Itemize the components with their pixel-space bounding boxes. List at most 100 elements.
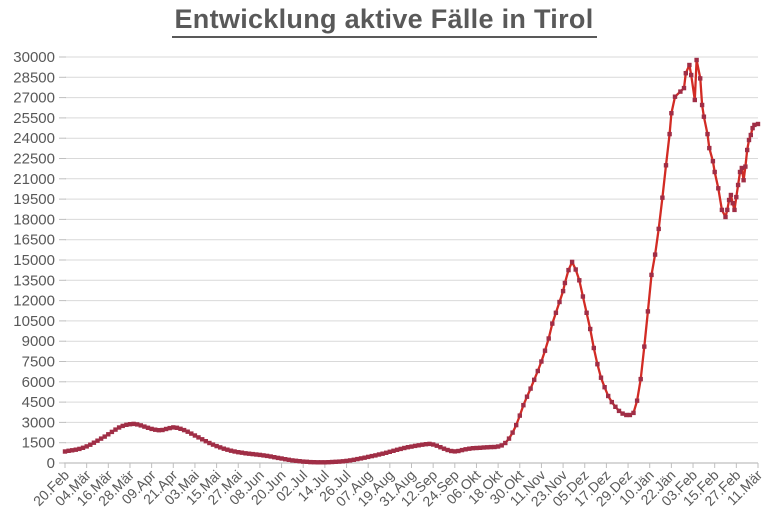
- series-marker: [755, 121, 761, 127]
- series-marker: [716, 186, 721, 191]
- series-marker: [261, 453, 266, 458]
- series-marker: [160, 427, 165, 433]
- series-marker: [431, 442, 436, 447]
- series-marker: [730, 201, 735, 206]
- series-marker: [692, 97, 697, 103]
- series-marker: [701, 114, 707, 119]
- series-marker: [174, 425, 180, 430]
- series-marker: [145, 425, 151, 430]
- series-marker: [196, 435, 201, 440]
- series-marker: [304, 459, 309, 464]
- series-marker: [257, 452, 263, 458]
- series-marker: [719, 207, 725, 213]
- series-marker: [467, 446, 472, 451]
- series-marker: [663, 163, 669, 168]
- series-marker: [566, 267, 571, 273]
- series-marker: [694, 57, 699, 63]
- series-marker: [588, 326, 593, 332]
- series-marker: [185, 429, 190, 434]
- series-marker: [286, 457, 291, 462]
- series-marker: [456, 448, 461, 454]
- series-marker: [449, 448, 454, 454]
- y-tick-label: 27000: [13, 90, 55, 107]
- series-marker: [70, 448, 75, 453]
- series-marker: [308, 459, 313, 465]
- series-marker: [459, 447, 465, 453]
- series-marker: [423, 442, 429, 447]
- series-marker: [351, 457, 356, 462]
- y-tick-label: 24000: [13, 130, 55, 147]
- series-marker: [584, 310, 589, 315]
- series-marker: [116, 425, 122, 430]
- series-marker: [445, 447, 450, 453]
- series-marker: [366, 454, 371, 460]
- series-marker: [506, 436, 512, 441]
- series-marker: [239, 450, 245, 455]
- series-marker: [264, 453, 270, 459]
- series-marker: [569, 259, 575, 265]
- series-marker: [124, 422, 129, 427]
- series-marker: [492, 444, 497, 450]
- series-marker: [656, 226, 661, 232]
- series-marker: [580, 294, 586, 299]
- series-marker: [745, 147, 750, 153]
- series-marker: [591, 345, 596, 351]
- series-marker: [752, 122, 757, 128]
- y-tick-label: 9000: [22, 333, 55, 350]
- y-tick-label: 3000: [22, 414, 55, 431]
- series-marker: [62, 449, 68, 454]
- series-marker: [609, 399, 614, 405]
- series-marker: [109, 429, 115, 435]
- series-marker: [553, 310, 559, 315]
- series-marker: [726, 197, 732, 203]
- series-marker: [638, 376, 643, 382]
- series-marker: [546, 336, 551, 341]
- y-tick-label: 25500: [13, 110, 55, 127]
- series-marker: [358, 456, 364, 461]
- series-marker: [577, 278, 582, 283]
- series-marker: [642, 344, 647, 349]
- series-marker: [412, 443, 418, 449]
- series-marker: [748, 132, 753, 138]
- series-marker: [524, 394, 530, 399]
- series-marker: [620, 411, 625, 416]
- series-marker: [167, 425, 172, 431]
- series-marker: [178, 426, 183, 431]
- series-marker: [474, 445, 479, 451]
- series-marker: [369, 453, 374, 459]
- series-marker: [384, 450, 389, 455]
- series-marker: [221, 446, 226, 451]
- series-marker: [394, 447, 400, 452]
- series-marker: [739, 165, 744, 171]
- y-tick-label: 0: [47, 455, 55, 472]
- series-marker: [254, 452, 259, 457]
- series-marker: [344, 458, 349, 464]
- series-marker: [681, 85, 687, 91]
- series-marker: [102, 434, 107, 439]
- series-marker: [645, 309, 651, 314]
- series-marker: [528, 386, 533, 391]
- series-marker: [667, 131, 672, 137]
- y-tick-label: 22500: [13, 151, 55, 168]
- series-marker: [297, 459, 302, 464]
- y-tick-label: 7500: [22, 354, 55, 371]
- series-marker: [391, 448, 396, 453]
- y-tick-label: 28500: [13, 69, 55, 86]
- series-marker: [203, 439, 208, 444]
- series-marker: [728, 192, 734, 198]
- series-marker: [84, 444, 89, 449]
- y-tick-label: 1500: [22, 435, 55, 452]
- series-marker: [153, 427, 158, 432]
- chart-header: Entwicklung aktive Fälle in Tirol: [0, 4, 768, 38]
- series-marker: [380, 451, 385, 456]
- series-marker: [634, 398, 640, 403]
- series-marker: [347, 458, 353, 463]
- series-marker: [402, 445, 407, 451]
- series-marker: [495, 444, 501, 449]
- series-marker: [218, 445, 223, 450]
- series-marker: [669, 111, 674, 116]
- series-marker: [301, 459, 306, 464]
- series-marker: [80, 445, 86, 450]
- series-marker: [207, 440, 212, 446]
- series-marker: [311, 460, 317, 465]
